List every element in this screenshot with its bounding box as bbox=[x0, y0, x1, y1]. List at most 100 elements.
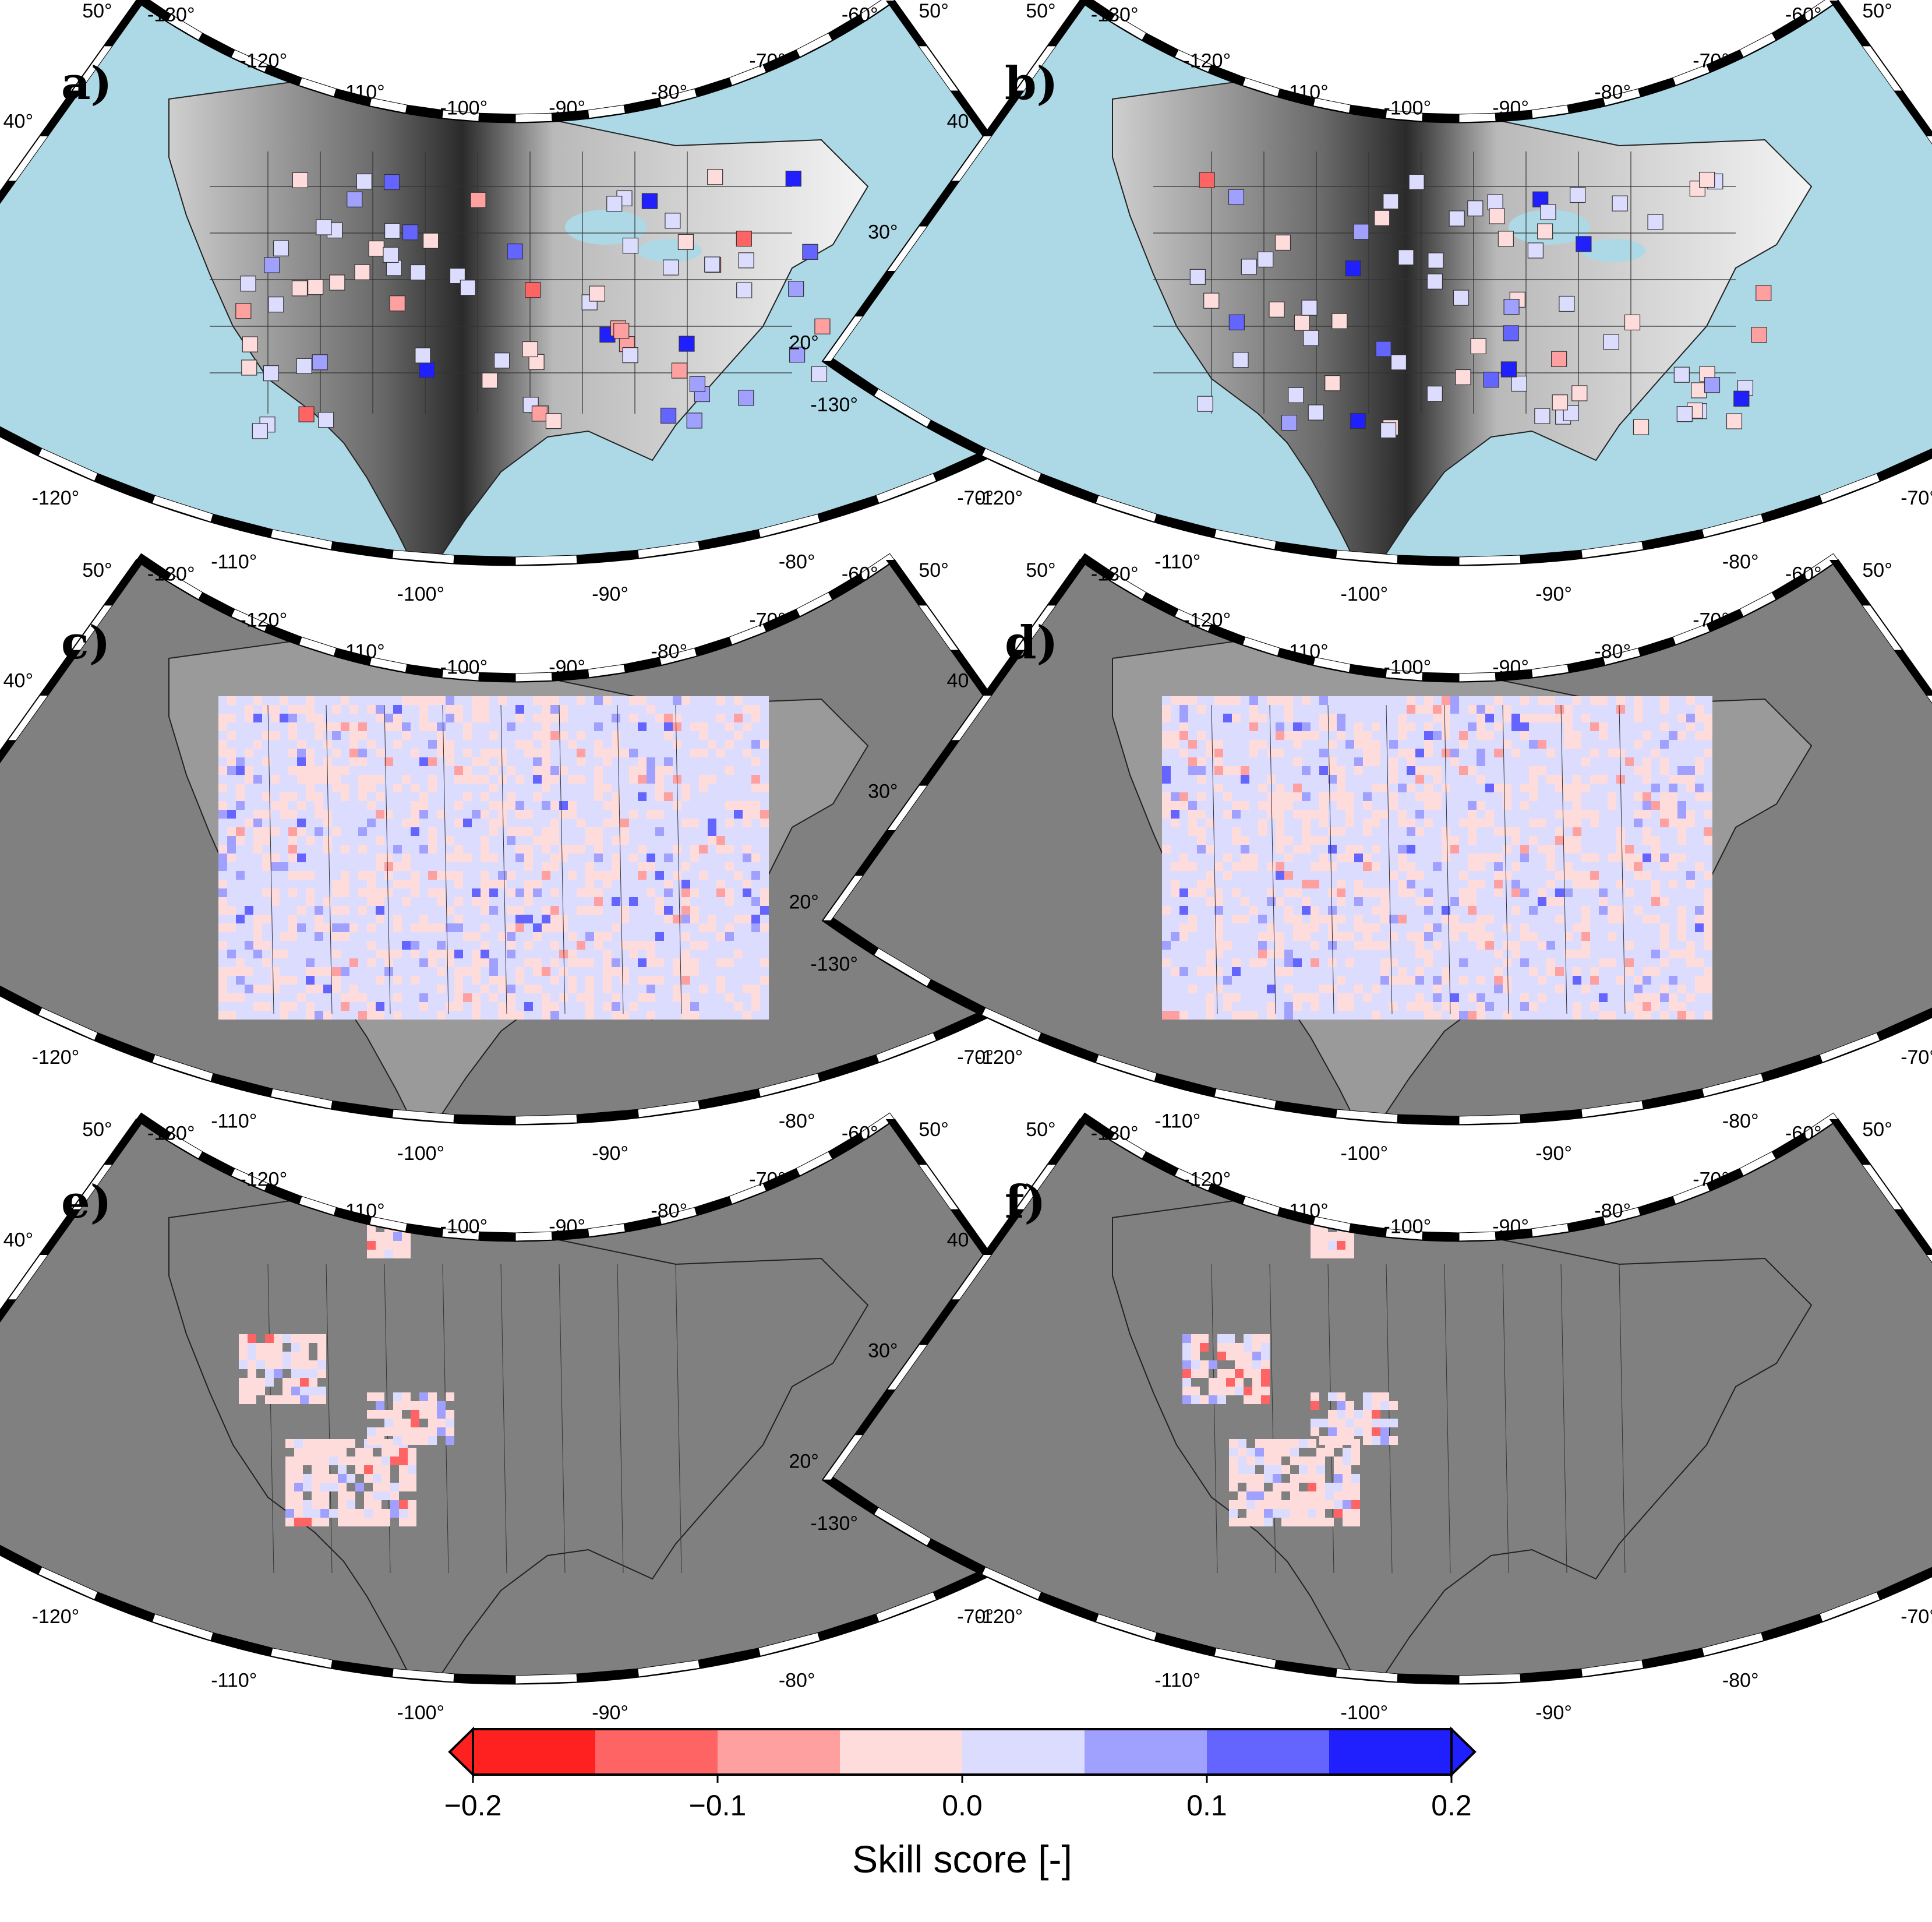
grid-cell bbox=[751, 854, 760, 862]
grid-cell bbox=[1162, 941, 1171, 950]
grid-cell bbox=[1380, 1427, 1389, 1436]
grid-cell bbox=[1433, 993, 1442, 1002]
grid-cell bbox=[1276, 967, 1284, 976]
grid-cell bbox=[1677, 1002, 1686, 1011]
grid-cell bbox=[708, 740, 716, 749]
station-marker bbox=[1537, 223, 1553, 239]
grid-cell bbox=[282, 1334, 291, 1343]
grid-cell bbox=[1179, 714, 1188, 722]
grid-cell bbox=[1273, 1500, 1281, 1509]
grid-cell bbox=[1179, 749, 1188, 757]
grid-cell bbox=[1433, 766, 1442, 775]
grid-cell bbox=[402, 1232, 411, 1241]
grid-cell bbox=[1363, 827, 1372, 836]
grid-cell bbox=[542, 696, 550, 705]
grid-cell bbox=[655, 810, 664, 819]
grid-cell bbox=[1249, 714, 1258, 722]
grid-cell bbox=[1223, 714, 1232, 722]
grid-cell bbox=[1704, 967, 1712, 976]
grid-cell bbox=[1311, 731, 1319, 740]
grid-cell bbox=[262, 985, 271, 993]
grid-cell bbox=[1252, 1334, 1261, 1343]
grid-cell bbox=[1241, 801, 1249, 810]
grid-cell bbox=[664, 906, 673, 915]
lon-label: -100° bbox=[1341, 1142, 1389, 1165]
grid-cell bbox=[533, 792, 542, 801]
grid-cell bbox=[454, 976, 463, 985]
grid-cell bbox=[655, 775, 664, 784]
grid-cell bbox=[1334, 1474, 1343, 1483]
grid-cell bbox=[1380, 906, 1389, 915]
grid-cell bbox=[472, 993, 481, 1002]
grid-cell bbox=[1398, 749, 1407, 757]
grid-cell bbox=[708, 836, 716, 845]
grid-cell bbox=[1264, 1474, 1273, 1483]
grid-cell bbox=[1319, 862, 1328, 871]
station-marker bbox=[1294, 315, 1311, 331]
grid-cell bbox=[1520, 801, 1529, 810]
grid-cell bbox=[751, 985, 760, 993]
grid-cell bbox=[594, 906, 603, 915]
grid-cell bbox=[1529, 932, 1538, 941]
grid-cell bbox=[1206, 967, 1214, 976]
state-boundary bbox=[675, 1264, 682, 1574]
grid-cell bbox=[347, 1518, 355, 1526]
grid-cell bbox=[1511, 880, 1520, 888]
grid-cell bbox=[1182, 1378, 1191, 1387]
grid-cell bbox=[743, 705, 751, 714]
grid-cell bbox=[1407, 757, 1415, 766]
grid-cell bbox=[1494, 871, 1503, 880]
grid-cell bbox=[253, 941, 262, 950]
grid-cell bbox=[399, 1457, 408, 1465]
grid-cell bbox=[323, 740, 332, 749]
grid-cell bbox=[515, 906, 524, 915]
lon-label: -60° bbox=[1785, 563, 1822, 585]
grid-cell bbox=[655, 897, 664, 906]
grid-cell bbox=[355, 1457, 364, 1465]
grid-cell bbox=[1477, 705, 1485, 714]
grid-cell bbox=[1293, 932, 1302, 941]
grid-cell bbox=[306, 766, 315, 775]
grid-cell bbox=[498, 1011, 507, 1020]
grid-cell bbox=[1214, 906, 1223, 915]
grid-cell bbox=[300, 1343, 309, 1352]
grid-cell bbox=[1424, 740, 1433, 749]
station-marker bbox=[802, 244, 818, 260]
grid-cell bbox=[332, 985, 341, 993]
grid-cell bbox=[568, 801, 577, 810]
grid-cell bbox=[594, 784, 603, 792]
station-marker bbox=[589, 285, 605, 302]
grid-cell bbox=[1468, 923, 1477, 932]
grid-cell bbox=[1415, 897, 1424, 906]
grid-cell bbox=[507, 1011, 515, 1020]
grid-cell bbox=[1616, 880, 1625, 888]
grid-cell bbox=[1503, 784, 1511, 792]
grid-cell bbox=[419, 705, 428, 714]
grid-cell bbox=[1235, 1360, 1244, 1369]
grid-cell bbox=[1590, 696, 1599, 705]
grid-cell bbox=[629, 766, 638, 775]
grid-cell bbox=[585, 958, 594, 967]
grid-cell bbox=[454, 775, 463, 784]
grid-cell bbox=[1704, 906, 1712, 915]
grid-cell bbox=[1255, 1483, 1264, 1491]
grid-cell bbox=[367, 880, 376, 888]
grid-cell bbox=[393, 722, 402, 731]
grid-cell bbox=[638, 862, 647, 871]
grid-cell bbox=[524, 985, 533, 993]
grid-cell bbox=[1372, 784, 1380, 792]
grid-cell bbox=[341, 906, 349, 915]
station-marker bbox=[1308, 404, 1324, 421]
grid-cell bbox=[315, 722, 323, 731]
state-boundary bbox=[500, 704, 507, 1014]
grid-cell bbox=[402, 722, 411, 731]
grid-cell bbox=[1477, 775, 1485, 784]
state-boundary bbox=[559, 1264, 566, 1574]
grid-cell bbox=[577, 731, 585, 740]
station-marker bbox=[240, 276, 256, 292]
grid-cell bbox=[262, 731, 271, 740]
grid-cell bbox=[1267, 923, 1276, 932]
grid-cell bbox=[1564, 836, 1573, 845]
grid-cell bbox=[1214, 757, 1223, 766]
grid-cell bbox=[1590, 722, 1599, 731]
